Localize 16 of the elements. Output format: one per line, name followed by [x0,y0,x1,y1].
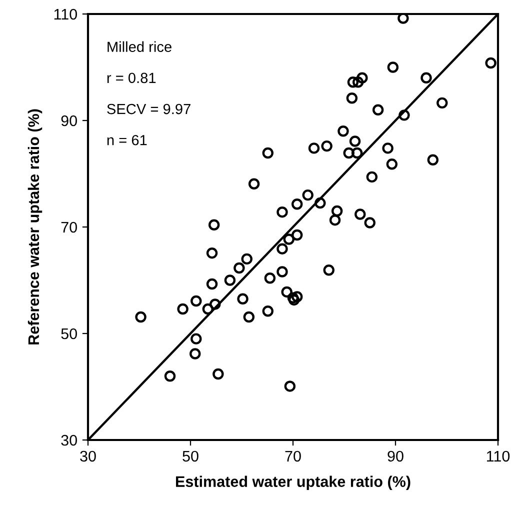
y-axis-title: Reference water uptake ratio (%) [28,109,42,344]
x-tick-label: 110 [486,450,510,462]
annotation: n = 61 [107,134,147,146]
y-tick-label: 90 [61,115,77,126]
y-tick-label: 30 [61,434,77,446]
y-tick-label: 70 [61,222,77,233]
y-tick-label: 110 [54,8,77,20]
annotation: SECV = 9.97 [107,104,190,114]
y-tick-label: 50 [61,328,77,340]
x-tick-label: 50 [182,450,198,462]
x-tick-label: 90 [388,450,404,462]
x-axis-title: Estimated water uptake ratio (%) [176,476,410,490]
annotation: r = 0.81 [107,72,156,84]
x-tick-label: 30 [80,450,96,462]
annotation: Milled rice [108,41,172,52]
x-tick-label: 70 [285,450,301,462]
